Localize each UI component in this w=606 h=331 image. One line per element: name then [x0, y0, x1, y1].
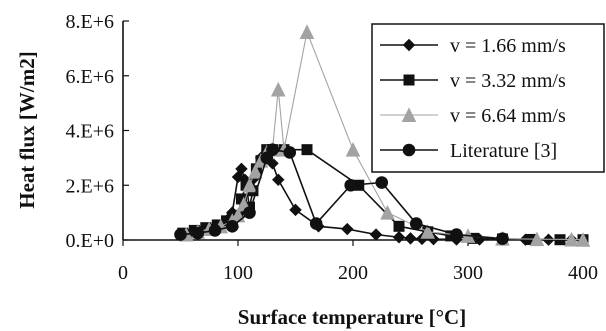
series-4-point-3: [208, 224, 222, 237]
legend-label-2: v = 3.32 mm/s: [450, 70, 566, 92]
series-3-point-22: [564, 231, 579, 247]
series-3-point-18: [420, 224, 436, 239]
legend-item-1: v = 1.66 mm/s: [380, 35, 566, 57]
series-4-point-12: [409, 217, 423, 230]
series-3-point-21: [529, 231, 545, 247]
series-4-point-8: [283, 146, 297, 159]
series-4-point-10: [344, 178, 358, 192]
series-3-point-16: [345, 142, 361, 157]
series-4: [174, 143, 509, 245]
series-1-point-16: [289, 203, 302, 217]
y-axis-title: Heat flux [W/m2]: [15, 51, 39, 208]
legend-item-4: Literature [3]: [380, 140, 557, 162]
y-tick-label-6.E+6: 6.E+6: [66, 66, 115, 88]
series-4-point-7: [266, 143, 279, 156]
series-4-point-13: [450, 228, 463, 241]
series-1-point-15: [272, 173, 285, 186]
legend-marker-3: [401, 107, 417, 122]
series-4-point-5: [243, 206, 256, 219]
y-tick-label-4.E+6: 4.E+6: [66, 121, 115, 143]
legend-item-3: v = 6.64 mm/s: [380, 105, 566, 127]
x-tick-label-0: 0: [118, 262, 128, 284]
series-layer: [174, 24, 591, 247]
legend-label-4: Literature [3]: [450, 140, 557, 162]
series-1-point-20: [392, 231, 406, 244]
series-2-point-17: [301, 144, 313, 156]
series-2-point-19: [393, 220, 405, 232]
series-4-point-9: [309, 217, 323, 230]
x-axis-title: Surface temperature [°C]: [238, 305, 466, 329]
series-4-point-2: [191, 226, 205, 240]
legend-marker-2: [403, 74, 415, 86]
x-axis: 0 100 200 300 400: [118, 239, 598, 284]
series-1-point-19: [369, 228, 383, 241]
y-tick-label-0.E+0: 0.E+0: [66, 230, 115, 252]
legend-marker-4: [402, 143, 416, 157]
legend-item-2: v = 3.32 mm/s: [380, 70, 566, 92]
series-3-point-17: [380, 205, 395, 220]
series-3-point-8: [242, 177, 257, 193]
series-4-point-1: [174, 228, 187, 241]
y-axis: 0.E+0 2.E+6 4.E+6 6.E+6 8.E+6: [66, 11, 129, 252]
legend: v = 1.66 mm/s v = 3.32 mm/s v = 6.64 mm/s L…: [371, 23, 605, 173]
series-1-point-21: [404, 232, 417, 245]
x-tick-label-400: 400: [568, 262, 598, 284]
series-3-point-23: [575, 232, 591, 247]
legend-label-1: v = 1.66 mm/s: [450, 35, 566, 57]
x-tick-label-100: 100: [223, 262, 253, 284]
y-tick-label-2.E+6: 2.E+6: [66, 175, 115, 197]
legend-label-3: v = 6.64 mm/s: [450, 105, 566, 127]
series-4-point-14: [496, 232, 509, 245]
series-1-point-8: [235, 162, 248, 176]
series-3-point-13: [270, 81, 286, 97]
series-1-point-18: [341, 222, 354, 236]
x-tick-label-300: 300: [453, 262, 483, 284]
series-3-point-15: [299, 24, 315, 39]
legend-marker-1: [402, 38, 416, 52]
x-tick-label-200: 200: [338, 262, 368, 284]
series-3-point-9: [247, 163, 263, 179]
series-4-point-4: [225, 220, 239, 233]
series-4-point-11: [375, 176, 389, 189]
y-tick-label-8.E+6: 8.E+6: [66, 11, 115, 33]
